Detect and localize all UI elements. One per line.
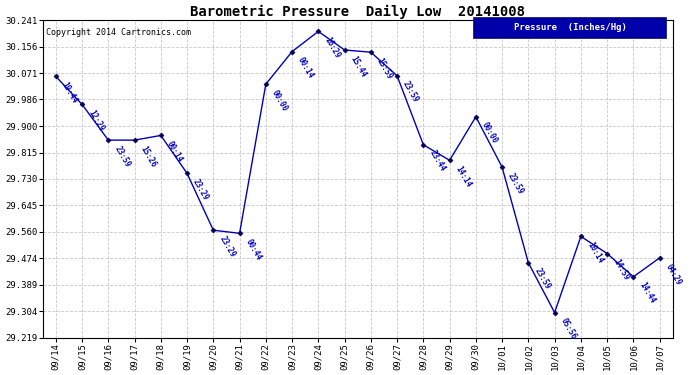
Text: 23:59: 23:59: [112, 144, 132, 169]
Text: 16:29: 16:29: [322, 36, 342, 60]
Text: 23:59: 23:59: [506, 171, 526, 196]
Text: 00:14: 00:14: [296, 56, 315, 80]
Text: Pressure  (Inches/Hg): Pressure (Inches/Hg): [514, 23, 627, 32]
Text: 23:59: 23:59: [402, 80, 421, 105]
Text: 00:00: 00:00: [480, 121, 500, 146]
Text: 00:44: 00:44: [244, 237, 263, 262]
Text: 23:29: 23:29: [217, 234, 237, 259]
Text: 23:59: 23:59: [533, 267, 552, 291]
Text: 05:56: 05:56: [559, 317, 578, 341]
Text: 15:59: 15:59: [375, 56, 395, 81]
Text: Copyright 2014 Cartronics.com: Copyright 2014 Cartronics.com: [46, 28, 191, 37]
Text: 00:00: 00:00: [270, 88, 289, 113]
FancyBboxPatch shape: [474, 18, 667, 38]
Text: 15:44: 15:44: [348, 54, 368, 79]
Text: 15:26: 15:26: [139, 144, 158, 169]
Text: 19:44: 19:44: [60, 81, 79, 105]
Text: 23:29: 23:29: [191, 177, 210, 202]
Text: 23:44: 23:44: [428, 149, 447, 174]
Text: 14:44: 14:44: [638, 281, 657, 306]
Text: 14:59: 14:59: [611, 258, 631, 282]
Text: 00:14: 00:14: [165, 140, 184, 164]
Text: 10:14: 10:14: [585, 241, 604, 265]
Text: 14:14: 14:14: [454, 165, 473, 189]
Title: Barometric Pressure  Daily Low  20141008: Barometric Pressure Daily Low 20141008: [190, 5, 525, 19]
Text: 04:29: 04:29: [664, 262, 683, 286]
Text: 12:29: 12:29: [86, 108, 106, 133]
